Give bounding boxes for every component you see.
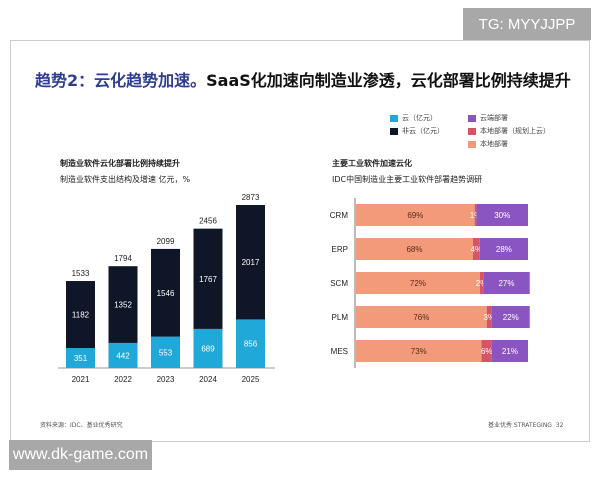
bar-segment <box>66 281 95 349</box>
bar-segment <box>356 272 480 294</box>
legend-item: 本地部署（规划上云） <box>468 126 550 136</box>
bar-segment <box>193 328 223 368</box>
data-label: 351 <box>74 354 88 363</box>
bar-segment <box>236 205 265 320</box>
data-label: 22% <box>503 313 519 322</box>
footer-source: 资料来源：IDC、基业优秀研究 <box>40 422 123 429</box>
legend-item: 云端部署 <box>468 113 508 123</box>
y-tick-label: ERP <box>332 245 348 254</box>
title-rest: SaaS化加速向制造业渗透，云化部署比例持续提升 <box>206 71 571 90</box>
data-label: 6% <box>481 347 493 356</box>
right-chart-subtitle: IDC中国制造业主要工业软件部署趋势调研 <box>332 175 483 184</box>
bar-segment <box>483 272 530 294</box>
bar-segment <box>356 340 482 362</box>
legend-item: 本地部署 <box>468 139 508 149</box>
data-label: 1352 <box>114 301 132 310</box>
watermark-bottom: www.dk-game.com <box>9 440 152 470</box>
page-number: 32 <box>555 422 564 429</box>
legend-swatch <box>468 114 476 122</box>
data-label: 1767 <box>199 275 217 284</box>
data-label: 1546 <box>157 289 175 298</box>
bar-segment <box>486 306 492 328</box>
x-tick-label: 2021 <box>72 375 90 384</box>
legend-item: 云（亿元） <box>390 113 437 123</box>
bar-segment <box>108 342 138 368</box>
legend-label: 本地部署（规划上云） <box>480 127 550 135</box>
bar-segment <box>356 306 487 328</box>
bar-segment <box>472 238 480 260</box>
y-tick-label: SCM <box>330 279 348 288</box>
data-label: 72% <box>410 279 426 288</box>
legend-label: 非云（亿元） <box>402 127 444 135</box>
data-label: 689 <box>201 344 215 353</box>
total-label: 1533 <box>72 269 90 278</box>
data-label: 3% <box>484 313 496 322</box>
data-label: 1% <box>470 211 482 220</box>
legend-swatch <box>390 114 398 122</box>
legend-item: 非云（亿元） <box>390 126 444 136</box>
data-label: 30% <box>494 211 510 220</box>
watermark-top: TG: MYYJJPP <box>463 8 591 40</box>
left-chart-subtitle: 制造业软件支出结构及增速 亿元，% <box>60 175 191 184</box>
data-label: 2017 <box>242 258 260 267</box>
left-chart-title: 制造业软件云化部署比例持续提升 <box>60 159 180 168</box>
bar-segment <box>151 336 180 368</box>
legend-swatch <box>468 140 476 148</box>
title-highlight: 趋势2：云化趋势加速。 <box>35 71 207 90</box>
footer-brand-text: 基业优秀 STRATEGING <box>488 422 552 429</box>
bar-segment <box>66 348 95 368</box>
bar-segment <box>151 248 180 337</box>
y-tick-label: MES <box>331 347 348 356</box>
y-tick-label: PLM <box>332 313 349 322</box>
data-label: 2% <box>476 279 488 288</box>
total-label: 1794 <box>114 254 132 263</box>
data-label: 21% <box>502 347 518 356</box>
data-label: 69% <box>407 211 423 220</box>
legend-swatch <box>390 127 398 135</box>
data-label: 28% <box>496 245 512 254</box>
total-label: 2456 <box>199 217 217 226</box>
legend-label: 云端部署 <box>480 114 508 122</box>
legend-label: 本地部署 <box>480 140 508 148</box>
bar-segment <box>193 228 223 329</box>
bar-segment <box>479 238 528 260</box>
data-label: 73% <box>411 347 427 356</box>
legend-label: 云（亿元） <box>402 114 437 122</box>
data-label: 68% <box>406 245 422 254</box>
total-label: 2099 <box>157 237 175 246</box>
y-tick-label: CRM <box>330 211 349 220</box>
total-label: 2873 <box>242 193 260 202</box>
bar-segment <box>108 266 138 343</box>
bar-segment <box>476 204 528 226</box>
x-tick-label: 2024 <box>199 375 217 384</box>
bar-segment <box>356 204 475 226</box>
page-title: 趋势2：云化趋势加速。SaaS化加速向制造业渗透，云化部署比例持续提升 <box>35 70 575 91</box>
data-label: 442 <box>116 351 130 360</box>
data-label: 76% <box>413 313 429 322</box>
data-label: 1182 <box>72 311 90 320</box>
footer-brand: 基业优秀 STRATEGING 32 <box>488 420 563 429</box>
data-label: 4% <box>471 245 483 254</box>
x-tick-label: 2025 <box>242 375 260 384</box>
bar-segment <box>479 272 484 294</box>
x-tick-label: 2022 <box>114 375 132 384</box>
x-tick-label: 2023 <box>157 375 175 384</box>
bar-segment <box>474 204 477 226</box>
bar-segment <box>356 238 473 260</box>
bar-segment <box>236 319 265 368</box>
bar-segment <box>481 340 492 362</box>
bar-segment <box>491 306 530 328</box>
right-chart-title: 主要工业软件加速云化 <box>332 159 412 168</box>
data-label: 856 <box>244 340 258 349</box>
bar-segment <box>491 340 528 362</box>
data-label: 27% <box>498 279 514 288</box>
data-label: 553 <box>159 348 173 357</box>
legend-swatch <box>468 127 476 135</box>
